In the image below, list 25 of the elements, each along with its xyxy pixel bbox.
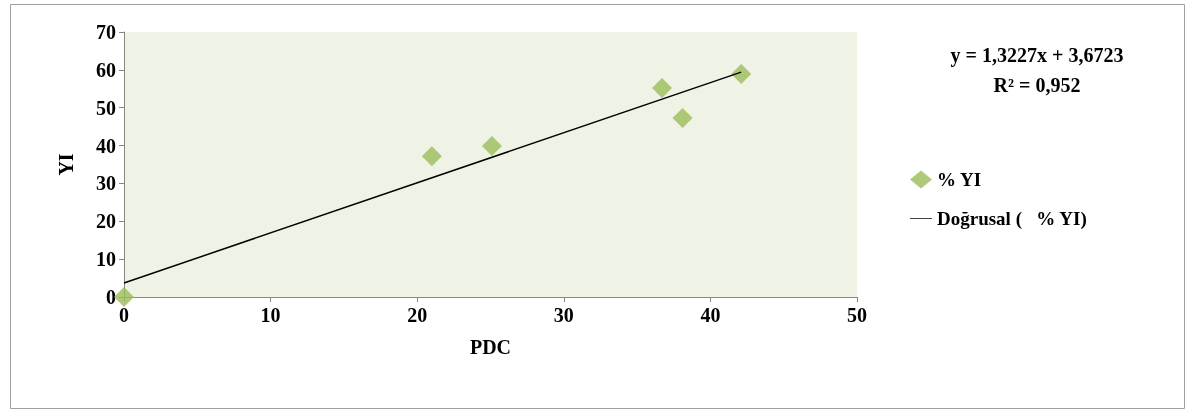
legend-label: Doğrusal ( % YI) bbox=[937, 208, 1087, 230]
y-tick-label: 60 bbox=[96, 58, 116, 81]
x-tick-label: 20 bbox=[407, 304, 428, 326]
y-tick-label: 50 bbox=[96, 96, 116, 119]
y-tick-label: 20 bbox=[96, 210, 116, 233]
text: R² = 0,952 bbox=[993, 74, 1081, 96]
x-tick-label: 50 bbox=[847, 304, 867, 326]
y-tick-label: 0 bbox=[106, 286, 116, 308]
point bbox=[421, 146, 442, 167]
y-tick-label: 30 bbox=[96, 172, 116, 195]
x-axis-title: PDC bbox=[469, 336, 512, 358]
point bbox=[672, 107, 693, 128]
text: y = 1,3227x + 3,6723 bbox=[950, 44, 1124, 67]
x-tick-label: 10 bbox=[260, 304, 281, 326]
point bbox=[481, 135, 502, 156]
y-axis-title: YI bbox=[55, 153, 77, 176]
legend-label: % YI bbox=[937, 169, 982, 190]
y-tick-label: 10 bbox=[96, 248, 116, 271]
y-tick-label: 70 bbox=[96, 21, 116, 43]
x-tick-label: 30 bbox=[553, 304, 574, 326]
point bbox=[731, 64, 752, 85]
point bbox=[114, 287, 134, 307]
y-tick-label: 40 bbox=[96, 134, 116, 157]
point bbox=[652, 78, 673, 99]
x-tick-label: 40 bbox=[700, 304, 721, 326]
